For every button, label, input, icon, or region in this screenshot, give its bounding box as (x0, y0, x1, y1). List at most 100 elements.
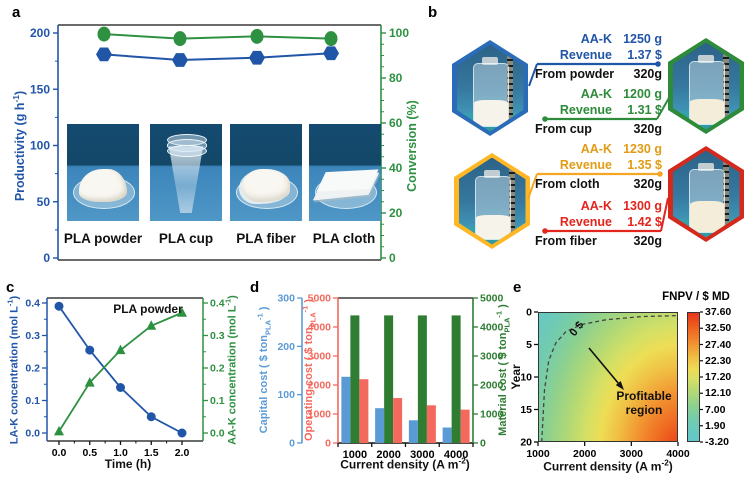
revenue-label: Revenue (559, 158, 612, 172)
c-lak-marker (116, 383, 125, 392)
d-material-label-sup: -1 (494, 310, 504, 318)
d-capital-label-close: ) (258, 306, 271, 314)
product-label: AA-K (580, 32, 612, 46)
chart-shape (660, 197, 669, 232)
c-right-axis-label-text: AA-K concentration (mol L (226, 305, 239, 445)
d-capital-label-sup: -1 (255, 313, 265, 321)
e-x-axis-label-text: Current density (A m (543, 459, 662, 474)
d-material-label-text: Material cost ( $ ton (497, 332, 510, 436)
e-x-axis-label-sup: -2 (661, 458, 669, 468)
d-material-bar (384, 315, 394, 443)
product-mass: 1230 g (623, 142, 662, 156)
e-y-axis-label: Year (509, 364, 523, 389)
aa-k-granules (689, 99, 725, 124)
c-left-tick: 0.1 (25, 395, 40, 407)
product-label: AA-K (580, 199, 612, 213)
fnpv-heatmap (538, 312, 678, 442)
e-y-tick: 15 (520, 404, 532, 416)
revenue-label: Revenue (559, 48, 612, 62)
d-material-bar (417, 315, 427, 443)
product-mass: 1200 g (623, 87, 662, 101)
c-left-tick: 0.4 (25, 298, 40, 310)
product-label: AA-K (580, 87, 612, 101)
hexagon-photo-cup-product (668, 38, 744, 134)
d-material-tick: 0 (480, 438, 486, 450)
a-conversion-marker (97, 26, 111, 42)
e-colorbar-title: FNPV / $ MD (662, 291, 730, 303)
jar (472, 56, 510, 127)
d-capital-bar (341, 376, 351, 443)
a-right-tick: 0 (389, 251, 396, 265)
d-capital-label-text: Capital cost ( $ ton (258, 334, 271, 434)
c-aak-marker (146, 320, 157, 330)
d-capital-axis-label: Capital cost ( $ tonPLA-1 ) (256, 307, 273, 434)
a-category-pla-fiber: PLA fiber (236, 231, 296, 246)
a-left-axis-label-sup: -1 (10, 94, 21, 103)
e-colorbar-tick: 7.00 (705, 403, 726, 416)
d-operating-bar (393, 398, 403, 443)
c-right-tick: 0.3 (210, 330, 225, 342)
jar (688, 162, 726, 233)
c-left-tick: 0.2 (25, 363, 40, 375)
c-left-tick: 0.0 (25, 428, 40, 440)
d-operating-bar (460, 409, 470, 443)
d-x-axis-label-text: Current density (A m (340, 457, 459, 472)
product-info-cup: AA-K 1200 g Revenue 1.31 $ From cup 320g (535, 86, 662, 137)
a-right-tick: 100 (389, 26, 409, 40)
input-mass: 320g (633, 177, 663, 191)
e-y-tick: 20 (520, 437, 532, 449)
e-y-tick: 5 (526, 339, 532, 351)
e-colorbar-tick: 32.50 (705, 322, 732, 335)
aa-k-granules (689, 200, 725, 232)
e-colorbar-tick: -3.20 (705, 436, 729, 448)
source-label: From cup (535, 122, 592, 136)
source-label: From powder (535, 67, 615, 81)
d-x-axis-label-close: ) (465, 457, 470, 472)
powder-pile (78, 168, 128, 202)
c-aak-marker (54, 425, 64, 436)
a-left-tick: 150 (30, 82, 50, 96)
input-mass: 320g (633, 234, 663, 248)
c-x-axis-label: Time (h) (105, 457, 151, 471)
c-lak-marker (146, 412, 156, 422)
d-material-bar (451, 315, 461, 443)
e-y-tick: 0 (526, 307, 532, 319)
jar-body (474, 176, 512, 240)
revenue-value: 1.37 $ (627, 48, 662, 62)
a-category-pla-cloth: PLA cloth (312, 231, 376, 246)
d-operating-tick: 0 (325, 438, 331, 450)
input-mass: 320g (633, 67, 663, 81)
d-operating-label-sup: -1 (300, 305, 310, 313)
panel-b-letter: b (428, 4, 438, 21)
d-capital-tick: 0 (289, 438, 295, 450)
a-right-tick: 20 (389, 206, 403, 220)
a-category-pla-cup: PLA cup (158, 231, 214, 246)
product-label: AA-K (580, 142, 612, 156)
a-productivity-marker (96, 47, 112, 62)
pla-fiber-photo (230, 124, 302, 221)
c-right-tick: 0.4 (210, 298, 225, 310)
c-lak-line (58, 305, 183, 434)
panel-d-letter: d (250, 279, 260, 296)
c-aak-marker (84, 377, 95, 387)
d-operating-bar (426, 405, 436, 443)
pla-powder-photo (67, 124, 139, 221)
c-x-tick: 2.0 (175, 447, 190, 459)
e-colorbar-tick: 17.20 (705, 371, 732, 383)
revenue-value: 1.31 $ (627, 103, 662, 117)
input-mass: 320g (633, 122, 663, 136)
d-operating-label-sub: PLA (308, 312, 318, 328)
a-left-axis-label-text: Productivity (g h (13, 102, 28, 202)
c-right-axis-label-close: ) (226, 295, 239, 299)
jar-cap (482, 56, 498, 65)
ruler (722, 159, 729, 229)
d-material-label-sub: PLA (502, 317, 512, 333)
d-capital-bar (375, 408, 385, 443)
source-label: From fiber (535, 234, 597, 248)
revenue-label: Revenue (559, 103, 612, 117)
a-right-axis-label-text: Conversion (%) (405, 100, 419, 192)
a-right-axis-label: Conversion (%) (405, 100, 419, 192)
d-capital-bar (408, 420, 418, 443)
jar-body (472, 63, 510, 127)
